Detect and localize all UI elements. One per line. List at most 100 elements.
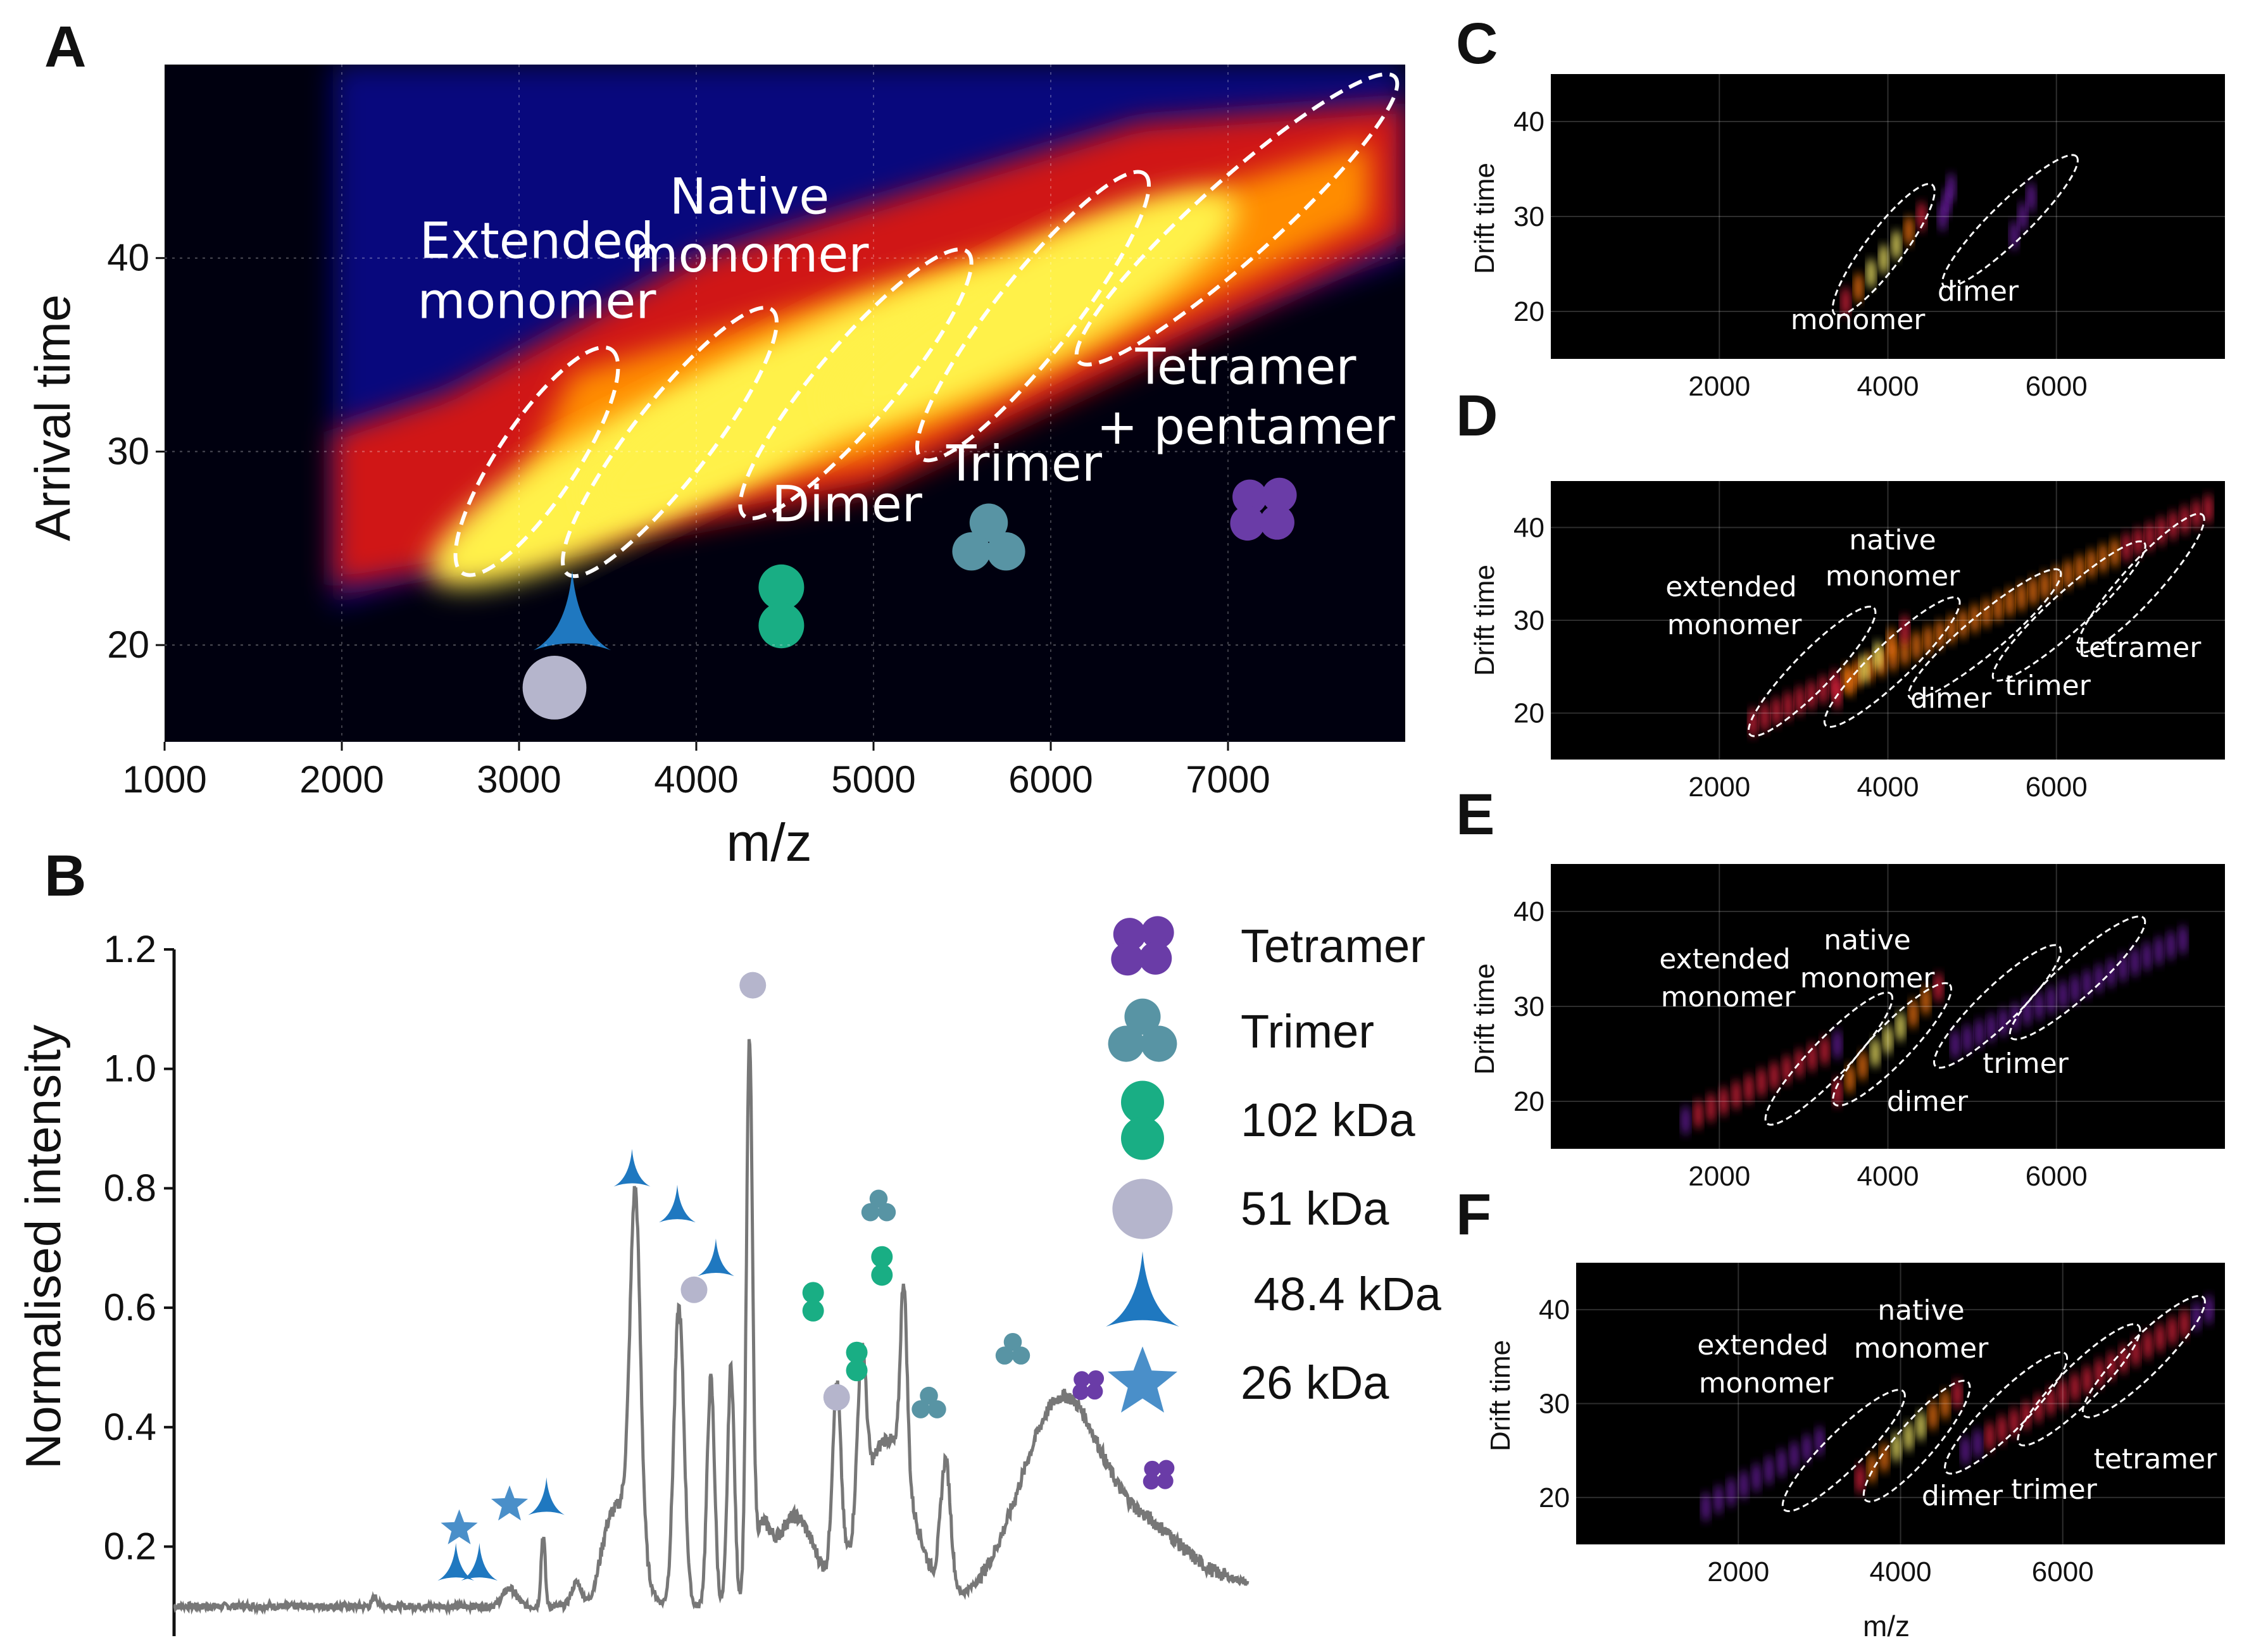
region-ellipse-dimer [738,247,974,520]
streak-blob [2087,548,2096,579]
marker-dimer-102kDa [758,564,805,649]
streak-blob [1807,680,1816,711]
region-ellipses [453,72,1400,579]
streak-blob [1958,608,1968,639]
streak-blob [1802,1433,1812,1464]
streak-blob [1870,1037,1880,1068]
streak-blob [1904,1421,1914,1452]
streak-blob [1783,691,1793,722]
region-ellipse-native-monomer [561,306,779,579]
x-tick-label: 2000 [299,758,384,801]
panel-a-heatmap: 1000 2000 3000 4000 5000 6000 7000 20 30 40 Exten… [25,65,1405,872]
streak-blob [1934,972,1943,1003]
streak-blob [2083,1365,2092,1396]
streak-blob [2118,952,2127,983]
streak-blob [2028,575,2038,606]
panel-label-f: F [1456,1182,1491,1247]
streak-blob [2018,201,2027,232]
streak-blob [1883,1024,1893,1055]
streak-blob [1731,1080,1741,1110]
spectrum-marker-circle [739,972,767,999]
streak-blob [2179,1308,2189,1339]
legend-icon-tetramer [1111,916,1174,976]
streak-blob [1845,1063,1855,1094]
streak-blob [2098,542,2108,573]
y-axis-label-e: Drift time [1469,963,1500,1075]
panel-label-d: D [1456,384,1498,448]
spectrum-marker-circle [680,1276,708,1303]
label-trimer-f: trimer [2011,1474,2097,1506]
streak-blob [2107,1351,2116,1382]
streak-blob [1923,625,1933,656]
panel-label-b: B [44,844,86,908]
streak-blob [1751,1462,1761,1493]
streak-blob [2166,930,2176,961]
streak-blob [2143,1329,2153,1360]
y-tick-label-b: 1.0 [104,1048,156,1090]
streak-blob [1973,1428,1983,1459]
x-tick-label: 6000 [2026,1161,2088,1192]
marker-tetramer [1230,477,1297,541]
y-tick-label: 20 [1539,1482,1570,1513]
y-tick-label: 40 [1513,896,1544,927]
streak-blob [2131,1336,2141,1367]
x-tick-label: 2000 [1707,1556,1769,1587]
spectrum-marker-star [491,1485,529,1521]
legend-icon-circle [1112,1179,1173,1239]
streak-blob [2083,968,2092,999]
y-axis-label: Arrival time [25,294,80,541]
streak-blob [1701,1491,1710,1522]
marker-circle-51kDa [522,656,587,720]
region-ellipse-dimer [1941,154,2079,289]
streak-blob [2142,941,2152,972]
x-tick-label: 6000 [2026,772,2088,803]
streak-blob [1726,1477,1736,1508]
streak-blob [1719,1086,1728,1117]
streak-blob [1912,630,1921,661]
region-ellipse-dimer [1907,568,2062,701]
spectrum-marker-star [441,1509,478,1544]
streak-blob [1892,1432,1901,1463]
y-tick-label: 30 [1513,201,1544,232]
streak-blob [1916,1410,1926,1441]
streak-blob [1739,1470,1748,1501]
panel-a-markers [522,477,1297,720]
streak-blob [2130,946,2139,977]
streak-blob [2034,1392,2043,1424]
streak-blob [1970,603,1979,634]
x-tick-label: 1000 [122,758,206,801]
label-dimer-d: dimer [1910,682,1992,715]
panel-label-a: A [44,15,86,79]
streak-blob [2119,1344,2128,1375]
legend: Tetramer Trimer 102 kDa 51 kDa 48.4 kDa … [1106,916,1442,1413]
streak-blob [1873,640,1883,671]
streak-blob [2154,936,2164,967]
streak-blob [2046,985,2056,1016]
spectrum-marker-trimer [995,1332,1031,1365]
spectrum-marker-triangle [528,1477,565,1515]
streak-blob [1841,287,1850,317]
label-extended-monomer-f: monomer [1699,1367,1834,1399]
y-tick-label-b: 0.8 [104,1167,156,1209]
legend-icon-dimer [1121,1080,1164,1160]
annotation-pentamer: + pentamer [1096,399,1395,456]
panel-label-e: E [1456,782,1494,847]
spectrum-marker-triangle [461,1542,498,1581]
legend-label-26kda: 26 kDa [1241,1356,1389,1409]
label-dimer-c: dimer [1938,275,2019,308]
streak-blob [2058,979,2068,1010]
y-tick-label-b: 0.4 [104,1406,156,1448]
streak-blob [2075,554,2084,585]
y-tick-label: 20 [1513,296,1544,327]
x-tick-label: 5000 [831,758,915,801]
label-dimer-e: dimer [1887,1086,1969,1118]
region-ellipse-trimer [1991,540,2146,682]
label-native-monomer-e: monomer [1800,962,1936,994]
y-tick-label: 30 [107,430,149,472]
streak-blob [1962,1023,1972,1054]
x-tick-label: 2000 [1688,371,1750,402]
streak-blob [1951,1029,1960,1060]
streak-blob [2155,1322,2165,1353]
label-trimer-d: trimer [2005,670,2091,702]
